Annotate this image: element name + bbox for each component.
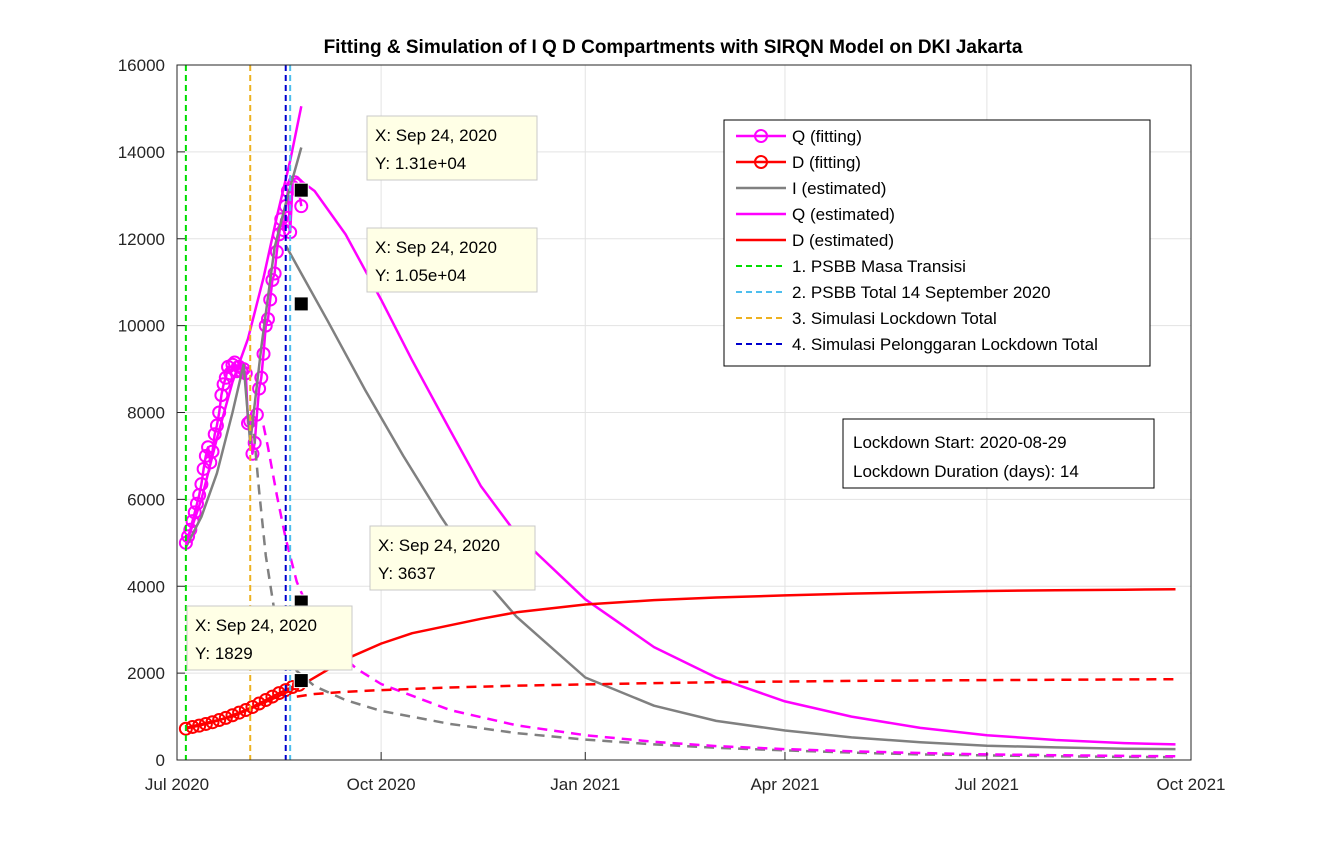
- y-tick-label: 16000: [118, 56, 165, 75]
- x-tick-label: Jul 2021: [955, 775, 1019, 794]
- data-tip: X: Sep 24, 2020 Y: 1829: [186, 605, 353, 689]
- legend-label: I (estimated): [792, 179, 886, 198]
- x-tick-label: Oct 2021: [1157, 775, 1226, 794]
- lockdown-annotation: Lockdown Start: 2020-08-29 Lockdown Dura…: [842, 418, 1155, 489]
- data-tip-box: [186, 605, 353, 671]
- data-point-marker: [232, 705, 247, 720]
- series-line-8: [300, 588, 1176, 687]
- x-tick-label: Jan 2021: [550, 775, 620, 794]
- y-tick-label: 12000: [118, 230, 165, 249]
- data-point-marker: [194, 477, 209, 492]
- series-line-5: [185, 684, 302, 730]
- data-tip: X: Sep 24, 2020 Y: 1.31e+04: [293, 115, 538, 198]
- x-tick-label: Oct 2020: [347, 775, 416, 794]
- event-lines: [184, 65, 292, 760]
- y-tick-label: 10000: [118, 317, 165, 336]
- annotation-line-1: Lockdown Start: 2020-08-29: [853, 433, 1067, 452]
- x-tick-label: Apr 2021: [750, 775, 819, 794]
- data-point-marker: [249, 407, 264, 422]
- data-tip-box: [366, 227, 538, 293]
- legend-label: 2. PSBB Total 14 September 2020: [792, 283, 1051, 302]
- y-tick-label: 6000: [127, 490, 165, 509]
- legend-label: 1. PSBB Masa Transisi: [792, 257, 966, 276]
- y-tick-label: 0: [156, 751, 165, 770]
- y-tick-label: 4000: [127, 577, 165, 596]
- series-line-11: [296, 677, 1176, 698]
- data-tip-y: Y: 1.05e+04: [375, 266, 466, 285]
- data-tip-x: X: Sep 24, 2020: [375, 238, 497, 257]
- data-tip-y: Y: 1.31e+04: [375, 154, 466, 173]
- legend-marker: [754, 155, 768, 169]
- y-tick-label: 2000: [127, 664, 165, 683]
- data-tip-marker: [293, 673, 309, 689]
- series-line-6: [284, 244, 1176, 751]
- x-tick-label: Jul 2020: [145, 775, 209, 794]
- annotation-box: [842, 418, 1155, 489]
- data-tip-marker: [293, 296, 309, 312]
- legend-label: D (fitting): [792, 153, 861, 172]
- data-tip-y: Y: 1829: [195, 644, 253, 663]
- chart-title: Fitting & Simulation of I Q D Compartmen…: [324, 37, 1023, 58]
- series-line-10: [262, 425, 1176, 758]
- data-point-marker: [265, 273, 280, 288]
- y-tick-label: 8000: [127, 404, 165, 423]
- y-tick-label: 14000: [118, 143, 165, 162]
- data-tip-box: [366, 115, 538, 181]
- data-point-marker: [238, 703, 253, 718]
- legend-box: [723, 119, 1151, 367]
- data-tip-x: X: Sep 24, 2020: [195, 616, 317, 635]
- data-point-marker: [178, 721, 193, 736]
- legend-label: Q (estimated): [792, 205, 895, 224]
- series-line-3: [184, 147, 303, 548]
- data-tip-x: X: Sep 24, 2020: [375, 126, 497, 145]
- axis-ticks: 0 2000 4000 6000 8000 10000 12000 14000 16000 Jul…: [118, 56, 1226, 794]
- data-point-marker: [267, 266, 282, 281]
- data-tip: X: Sep 24, 2020 Y: 3637: [293, 525, 536, 610]
- data-tip-box: [369, 525, 536, 591]
- data-tip-y: Y: 3637: [378, 564, 436, 583]
- data-point-marker: [254, 370, 269, 385]
- data-point-marker: [269, 244, 284, 259]
- data-point-marker: [245, 700, 260, 715]
- legend-marker: [754, 129, 768, 143]
- data-tip-x: X: Sep 24, 2020: [378, 536, 500, 555]
- annotation-line-2: Lockdown Duration (days): 14: [853, 462, 1079, 481]
- data-tip: X: Sep 24, 2020 Y: 1.05e+04: [293, 227, 538, 312]
- data-point-marker: [216, 377, 231, 392]
- legend-label: D (estimated): [792, 231, 894, 250]
- legend-label: 4. Simulasi Pelonggaran Lockdown Total: [792, 335, 1098, 354]
- data-point-marker: [260, 312, 275, 327]
- data-tip-marker: [293, 182, 309, 198]
- data-point-marker: [263, 292, 278, 307]
- data-point-marker: [294, 199, 309, 214]
- data-point-marker: [256, 346, 271, 361]
- legend-label: Q (fitting): [792, 127, 862, 146]
- data-point-marker: [207, 427, 222, 442]
- legend-label: 3. Simulasi Lockdown Total: [792, 309, 997, 328]
- legend: Q (fitting) D (fitting) I (estimated) Q (es…: [723, 119, 1151, 367]
- data-point-marker: [209, 418, 224, 433]
